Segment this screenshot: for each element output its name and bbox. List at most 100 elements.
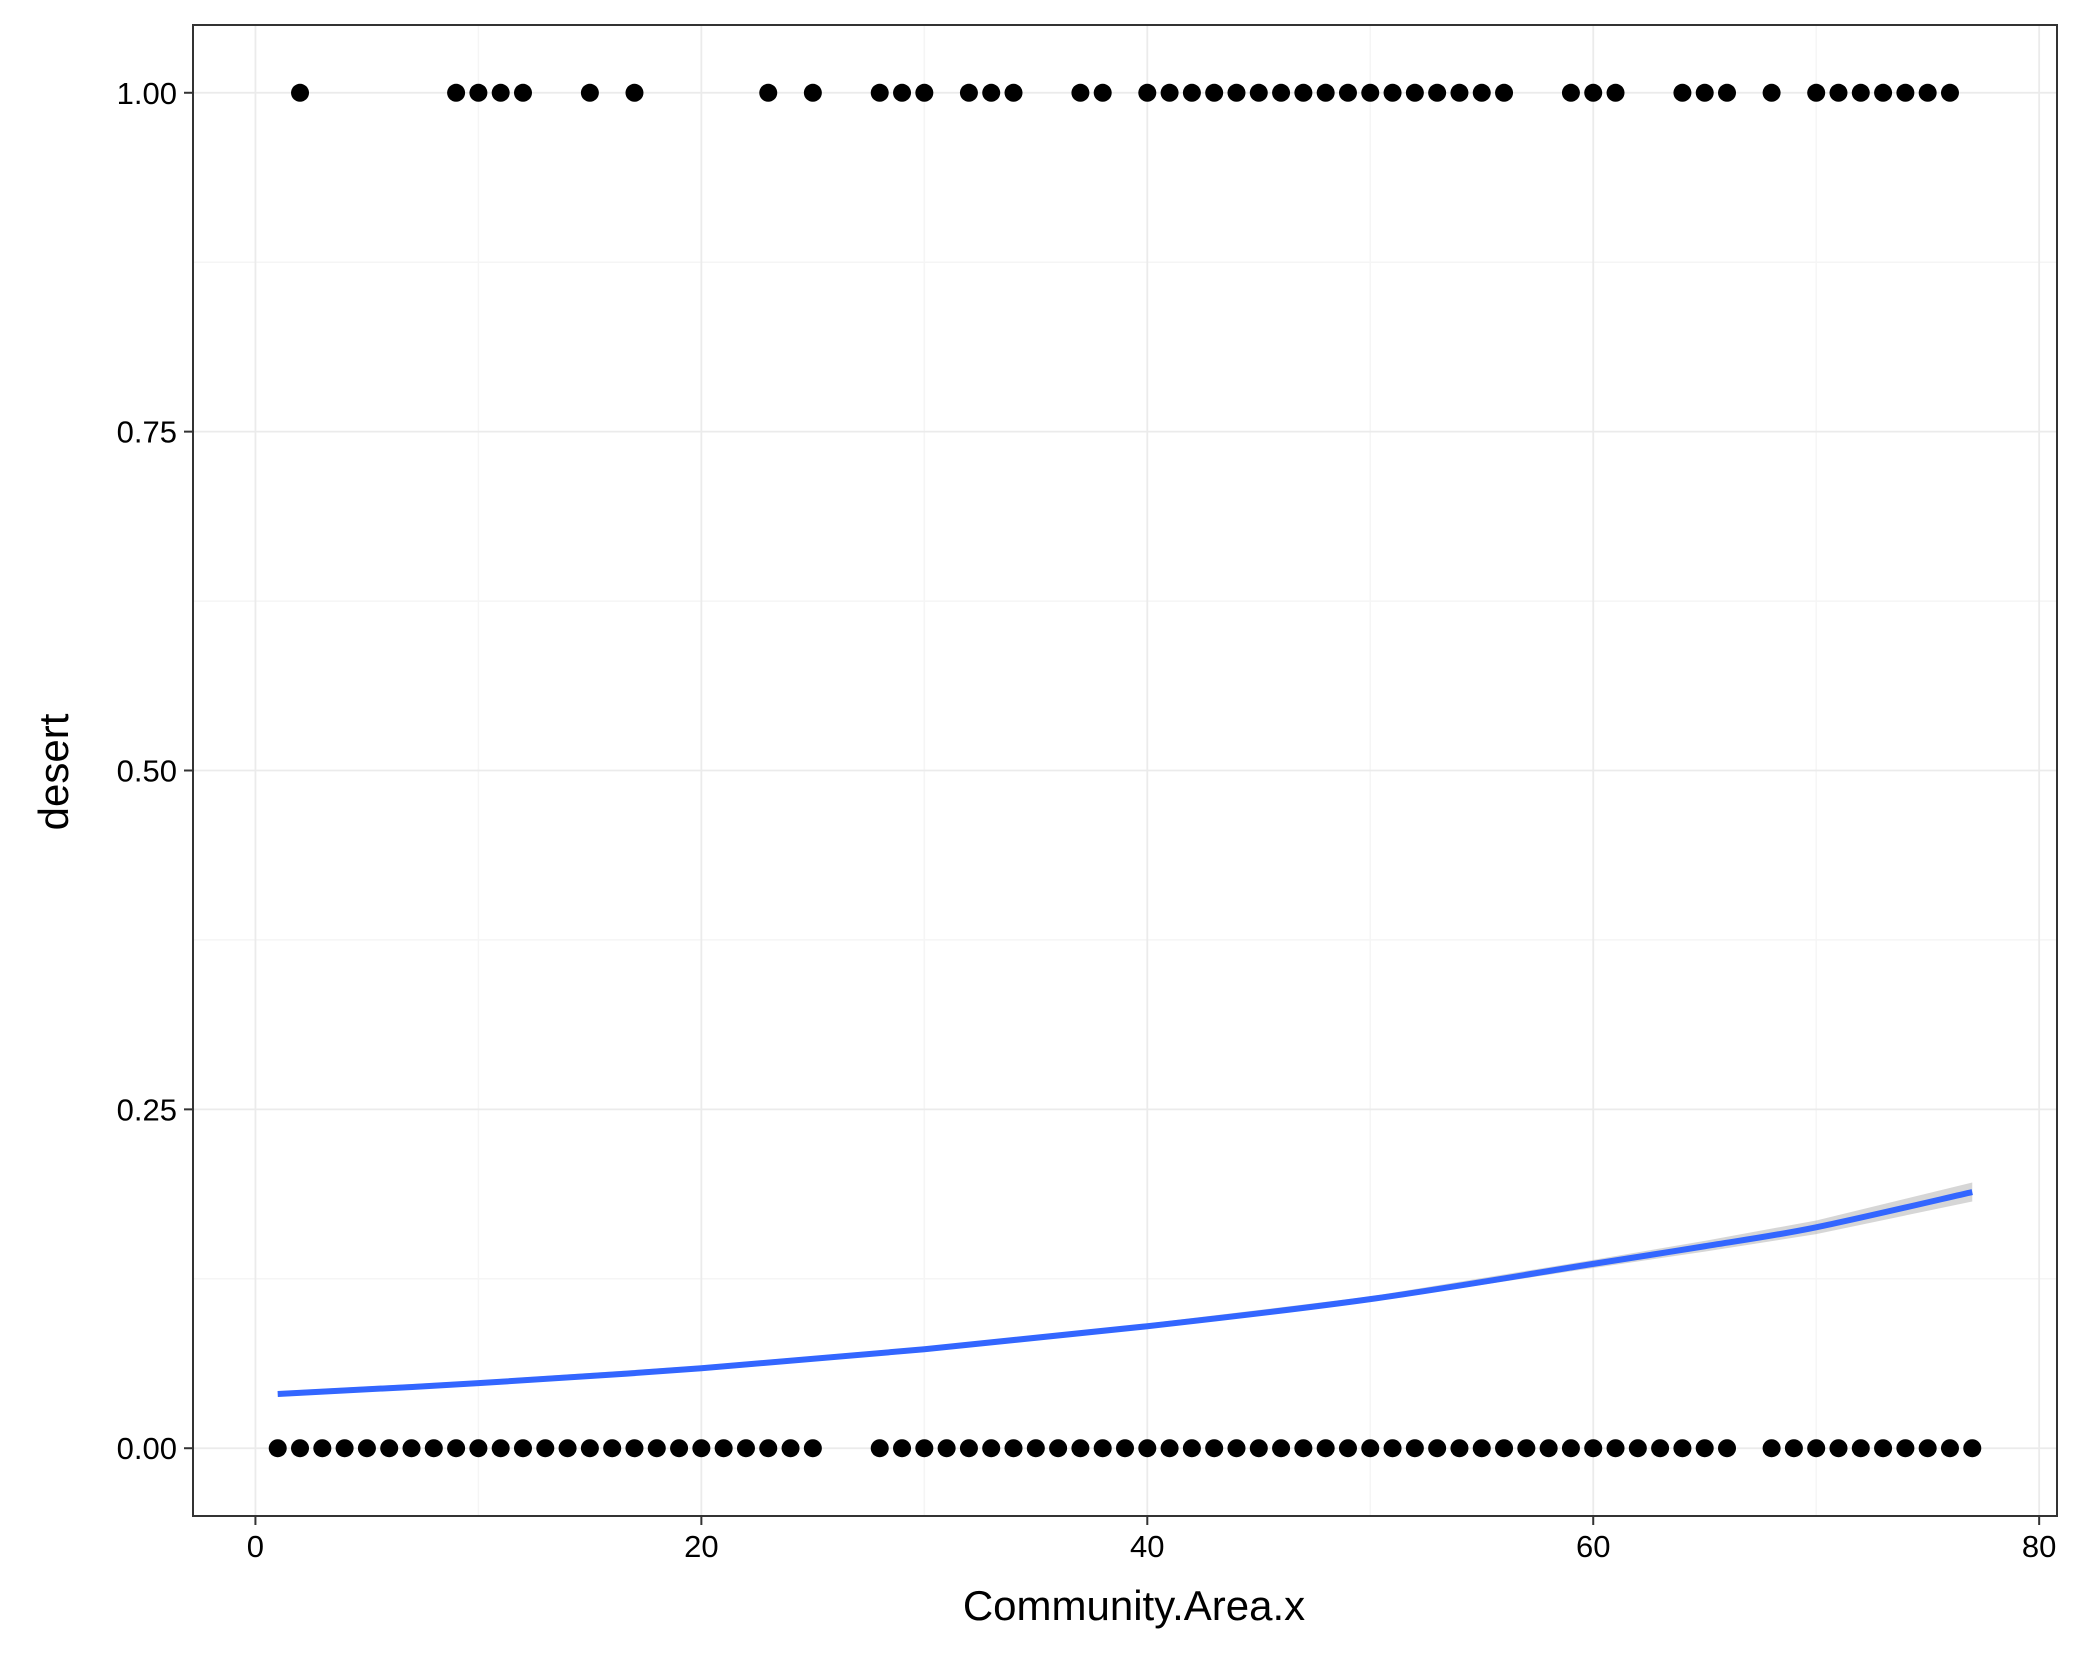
data-point <box>736 1439 755 1458</box>
data-point <box>1851 1439 1870 1458</box>
data-point <box>1851 83 1870 102</box>
data-point <box>759 83 778 102</box>
data-point <box>959 1439 978 1458</box>
data-point <box>313 1439 332 1458</box>
data-point <box>1918 1439 1937 1458</box>
data-point <box>1316 1439 1335 1458</box>
data-point <box>1138 1439 1157 1458</box>
x-tick-label: 40 <box>1130 1529 1164 1564</box>
y-tick-label: 0.75 <box>117 415 177 450</box>
data-point <box>1695 1439 1714 1458</box>
x-axis-title: Community.Area.x <box>963 1582 1305 1629</box>
y-tick-label: 0.25 <box>117 1092 177 1127</box>
data-point <box>1874 1439 1893 1458</box>
major-gridlines <box>193 25 2057 1516</box>
data-point <box>1182 83 1201 102</box>
y-tick-label: 0.50 <box>117 754 177 789</box>
data-point <box>1561 1439 1580 1458</box>
fit-line <box>277 1189 1973 1398</box>
data-point <box>1026 1439 1045 1458</box>
data-point <box>424 1439 443 1458</box>
data-point <box>1071 83 1090 102</box>
data-point <box>1049 1439 1068 1458</box>
minor-gridlines <box>193 25 2057 1516</box>
x-tick-label: 80 <box>2022 1529 2056 1564</box>
data-point <box>1138 83 1157 102</box>
data-point <box>491 83 510 102</box>
data-point <box>1227 83 1246 102</box>
data-point <box>1383 83 1402 102</box>
data-point <box>1539 1439 1558 1458</box>
data-point <box>1718 1439 1737 1458</box>
data-point <box>1182 1439 1201 1458</box>
data-point <box>1695 83 1714 102</box>
data-point <box>1673 1439 1692 1458</box>
data-point <box>625 83 644 102</box>
data-point <box>1896 1439 1915 1458</box>
data-point <box>1071 1439 1090 1458</box>
data-point <box>670 1439 689 1458</box>
data-point <box>1405 83 1424 102</box>
data-point <box>603 1439 622 1458</box>
data-point <box>1205 83 1224 102</box>
y-tick-label: 0.00 <box>117 1431 177 1466</box>
data-point <box>803 83 822 102</box>
data-point <box>513 1439 532 1458</box>
data-point <box>1606 1439 1625 1458</box>
data-point <box>580 1439 599 1458</box>
x-tick-label: 20 <box>684 1529 718 1564</box>
data-point <box>1338 83 1357 102</box>
x-tick-label: 0 <box>247 1529 264 1564</box>
data-point <box>982 83 1001 102</box>
data-point <box>1606 83 1625 102</box>
data-point <box>335 1439 354 1458</box>
data-point <box>1807 83 1826 102</box>
confidence-ribbon-layer <box>277 1182 1973 1397</box>
data-point <box>1495 1439 1514 1458</box>
data-point <box>491 1439 510 1458</box>
data-point <box>714 1439 733 1458</box>
data-point <box>1093 83 1112 102</box>
data-point <box>1294 83 1313 102</box>
data-point <box>291 1439 310 1458</box>
data-point <box>647 1439 666 1458</box>
data-point <box>1272 83 1291 102</box>
data-point <box>1762 83 1781 102</box>
data-point <box>1450 83 1469 102</box>
data-point <box>1294 1439 1313 1458</box>
data-point <box>558 1439 577 1458</box>
data-point <box>937 1439 956 1458</box>
data-point <box>1940 1439 1959 1458</box>
data-point <box>1093 1439 1112 1458</box>
data-point <box>1116 1439 1134 1458</box>
data-point <box>1249 1439 1268 1458</box>
data-point <box>447 83 466 102</box>
data-point <box>580 83 599 102</box>
data-point <box>469 83 488 102</box>
data-point <box>759 1439 778 1458</box>
data-point <box>357 1439 376 1458</box>
data-point <box>1896 83 1915 102</box>
data-point <box>1361 83 1380 102</box>
x-tick-label: 60 <box>1576 1529 1610 1564</box>
data-point <box>1918 83 1937 102</box>
data-point <box>447 1439 466 1458</box>
data-point <box>1651 1439 1670 1458</box>
data-point <box>893 83 912 102</box>
data-point <box>1004 1439 1023 1458</box>
data-point <box>870 1439 889 1458</box>
data-point <box>1428 83 1447 102</box>
data-point <box>1762 1439 1781 1458</box>
data-point <box>870 83 889 102</box>
data-point <box>1205 1439 1224 1458</box>
data-point <box>1829 1439 1848 1458</box>
fit-line-layer <box>277 1189 1973 1398</box>
data-point <box>1472 83 1491 102</box>
data-point <box>1718 83 1737 102</box>
data-point <box>1784 1439 1803 1458</box>
data-point <box>803 1439 822 1458</box>
data-point <box>915 1439 934 1458</box>
data-point <box>1338 1439 1357 1458</box>
data-point <box>1517 1439 1536 1458</box>
confidence-ribbon <box>277 1182 1973 1397</box>
